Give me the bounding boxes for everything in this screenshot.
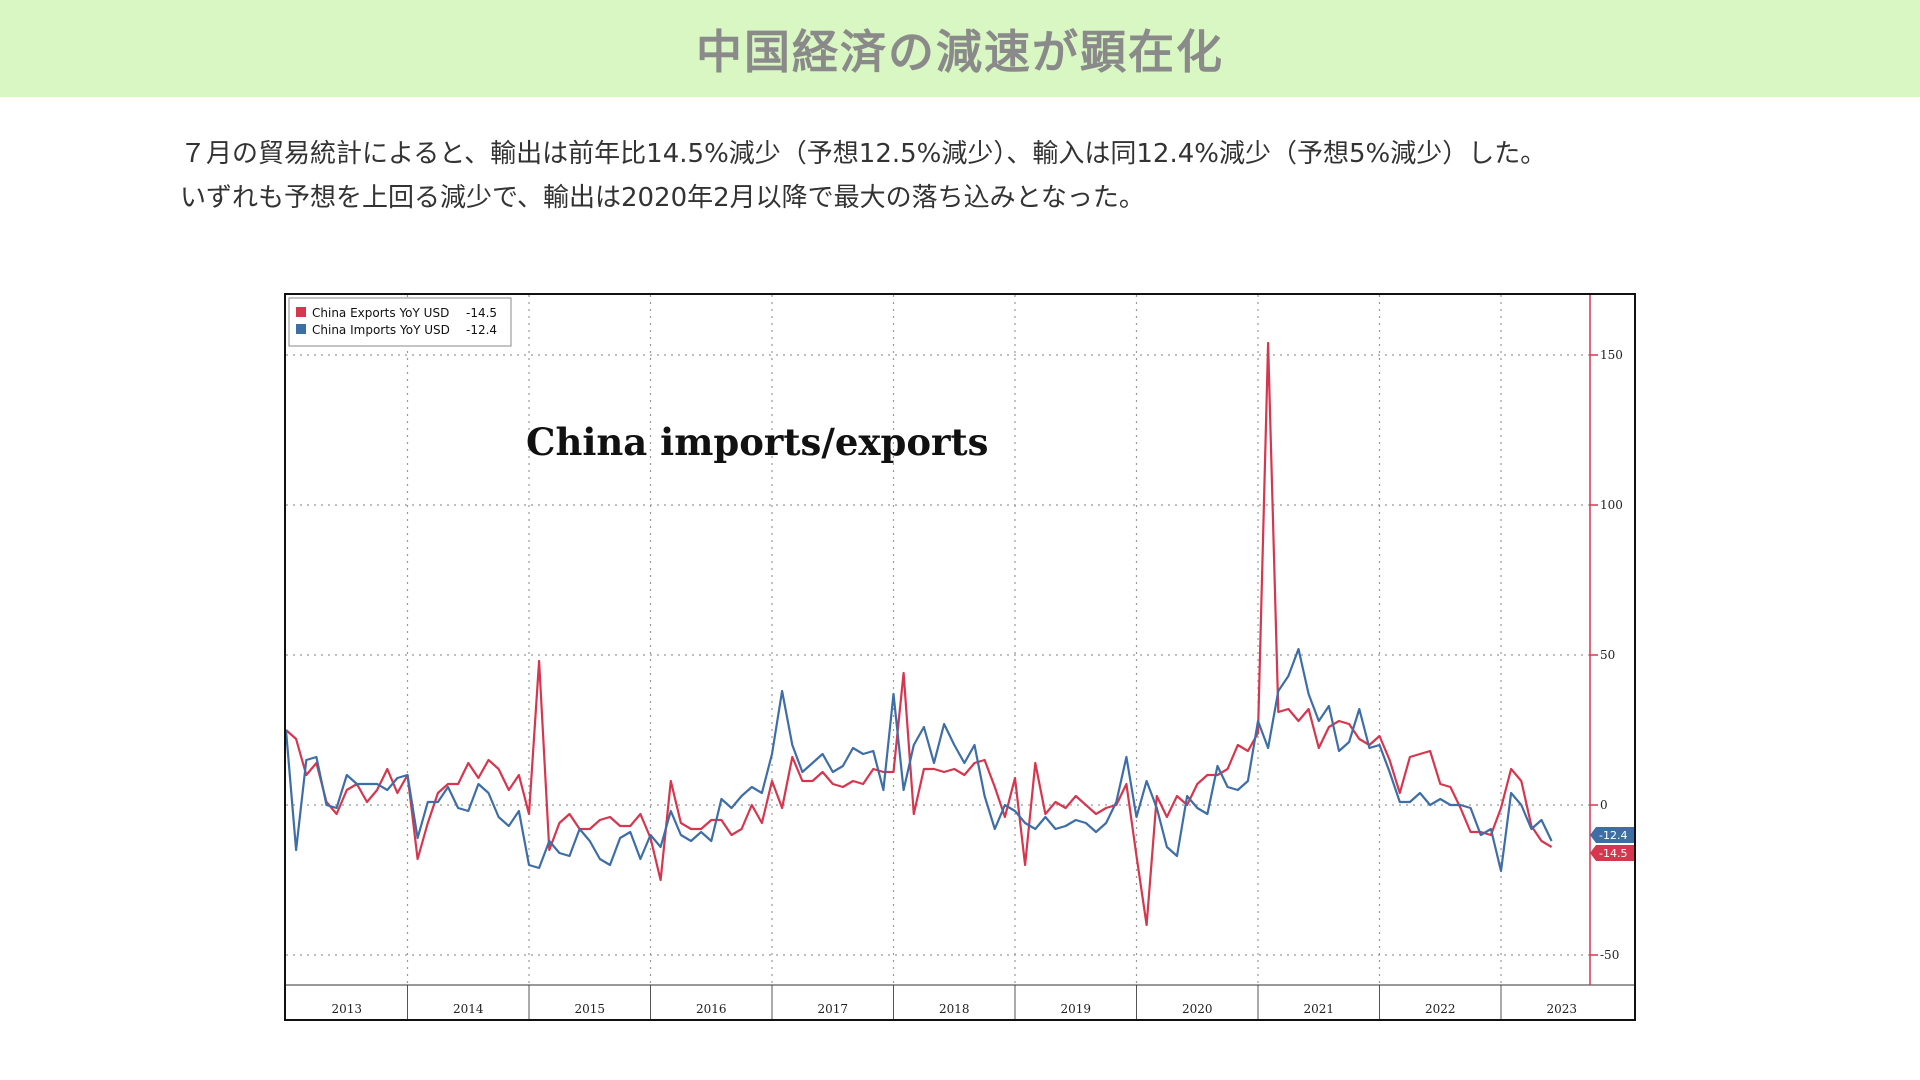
x-tick-label: 2018 — [939, 1002, 970, 1016]
grid-layer — [286, 295, 1590, 985]
x-tick-label: 2023 — [1546, 1002, 1577, 1016]
body-text: ７月の貿易統計によると、輸出は前年比14.5%減少（予想12.5%減少）、輸入は… — [180, 132, 1780, 220]
x-tick-label: 2013 — [331, 1002, 362, 1016]
body-line-1: ７月の貿易統計によると、輸出は前年比14.5%減少（予想12.5%減少）、輸入は… — [180, 139, 1547, 169]
legend: China Exports YoY USD -14.5 China Import… — [288, 297, 512, 347]
x-tick-label: 2019 — [1060, 1002, 1091, 1016]
x-tick-label: 2015 — [574, 1002, 605, 1016]
legend-value-imports: -12.4 — [466, 323, 497, 337]
series-line-exports — [286, 341, 1553, 927]
last-value-label: -12.4 — [1599, 829, 1627, 842]
legend-box — [288, 297, 512, 347]
body-line-2: いずれも予想を上回る減少で、輸出は2020年2月以降で最大の落ち込みとなった。 — [180, 183, 1145, 213]
x-tick-label: 2014 — [453, 1002, 484, 1016]
x-tick-label: 2020 — [1182, 1002, 1213, 1016]
series-layer: -14.5 -12.4 — [286, 341, 1634, 927]
last-value-flag-imports: -12.4 — [1590, 827, 1634, 843]
legend-swatch-imports — [296, 324, 306, 334]
legend-label-imports: China Imports YoY USD — [312, 323, 450, 337]
x-tick-label: 2016 — [696, 1002, 727, 1016]
legend-label-exports: China Exports YoY USD — [312, 306, 449, 320]
chart-svg: 150 100 50 0 -50 2013 2014 2015 2016 2017 2018 2019… — [286, 295, 1634, 1019]
y-tick-label: 100 — [1600, 498, 1623, 512]
chart-frame: 150 100 50 0 -50 2013 2014 2015 2016 2017 2018 2019… — [284, 293, 1636, 1021]
x-tick-label: 2022 — [1425, 1002, 1456, 1016]
last-value-label: -14.5 — [1599, 847, 1627, 860]
legend-value-exports: -14.5 — [466, 306, 497, 320]
last-value-flag-exports: -14.5 — [1590, 845, 1634, 861]
page-title: 中国経済の減速が顕在化 — [696, 24, 1224, 79]
y-tick-label: 150 — [1600, 348, 1623, 362]
y-tick-label: 0 — [1600, 798, 1608, 812]
legend-swatch-exports — [296, 307, 306, 317]
header-band: 中国経済の減速が顕在化 — [0, 0, 1920, 97]
chart-title: China imports/exports — [526, 420, 988, 464]
y-tick-label: -50 — [1600, 948, 1619, 962]
x-tick-label: 2017 — [817, 1002, 848, 1016]
y-tick-label: 50 — [1600, 648, 1615, 662]
series-line-imports — [286, 647, 1553, 873]
x-tick-label: 2021 — [1303, 1002, 1334, 1016]
axis-layer: 150 100 50 0 -50 2013 2014 2015 2016 2017 2018 2019… — [286, 295, 1634, 1019]
